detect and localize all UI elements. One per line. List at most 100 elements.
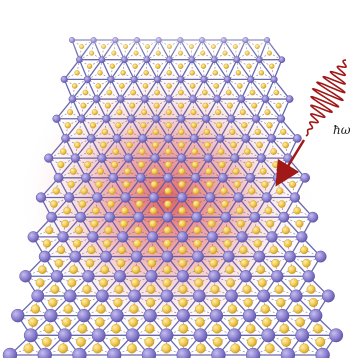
bond bbox=[55, 98, 73, 120]
light-atom bbox=[120, 206, 129, 215]
heavy-atom bbox=[245, 347, 261, 358]
heavy-atom bbox=[321, 289, 335, 303]
light-atom bbox=[95, 317, 105, 327]
heavy-atom bbox=[35, 192, 47, 203]
heavy-atom bbox=[257, 289, 271, 303]
light-atom bbox=[194, 265, 203, 274]
light-atom bbox=[208, 245, 218, 255]
dashed-bond bbox=[30, 334, 47, 343]
heavy-atom bbox=[69, 250, 82, 263]
light-atom bbox=[131, 265, 141, 274]
light-atom bbox=[244, 148, 251, 155]
heavy-atom bbox=[125, 328, 140, 343]
light-atom bbox=[295, 219, 304, 228]
dashed-bond bbox=[199, 289, 216, 297]
light-atom bbox=[276, 297, 286, 308]
light-atom bbox=[108, 187, 116, 195]
dashed-bond bbox=[48, 328, 65, 336]
heavy-atom bbox=[239, 270, 253, 283]
heavy-atom bbox=[135, 172, 146, 183]
dashed-bond bbox=[64, 334, 82, 343]
dashed-bond bbox=[297, 210, 314, 218]
dashed-bond bbox=[30, 328, 49, 336]
light-atom bbox=[148, 245, 157, 255]
light-atom bbox=[281, 226, 290, 235]
light-atom bbox=[245, 323, 256, 334]
light-atom bbox=[236, 219, 245, 228]
light-atom bbox=[192, 187, 200, 195]
heavy-atom bbox=[308, 308, 323, 323]
dashed-bond bbox=[120, 256, 137, 264]
heavy-atom bbox=[189, 134, 199, 143]
dashed-bond bbox=[282, 308, 299, 316]
dashed-bond bbox=[131, 348, 150, 356]
light-atom bbox=[209, 258, 218, 268]
light-atom bbox=[217, 148, 225, 155]
light-atom bbox=[119, 219, 128, 228]
heavy-atom bbox=[63, 289, 77, 303]
light-atom bbox=[215, 109, 222, 116]
dashed-bond bbox=[51, 210, 68, 218]
dashed-bond bbox=[133, 315, 151, 323]
light-atom bbox=[61, 317, 72, 327]
heavy-atom bbox=[315, 347, 330, 358]
light-atom bbox=[50, 200, 58, 208]
heavy-atom bbox=[225, 289, 238, 303]
heavy-atom bbox=[261, 192, 272, 203]
dashed-bond bbox=[33, 229, 50, 238]
light-atom bbox=[300, 245, 309, 255]
light-atom bbox=[228, 317, 239, 327]
light-atom bbox=[253, 239, 262, 248]
dashed-bond bbox=[199, 308, 217, 316]
light-atom bbox=[230, 141, 237, 149]
light-atom bbox=[204, 141, 211, 149]
light-atom bbox=[280, 128, 287, 136]
light-atom bbox=[107, 200, 115, 208]
dashed-bond bbox=[44, 249, 62, 257]
heavy-atom bbox=[192, 289, 206, 303]
heavy-atom bbox=[108, 172, 119, 183]
light-atom bbox=[230, 343, 241, 354]
light-atom bbox=[48, 297, 58, 308]
heavy-atom bbox=[52, 114, 61, 123]
light-atom bbox=[89, 122, 97, 129]
heavy-atom bbox=[92, 95, 101, 103]
heavy-atom bbox=[123, 153, 134, 163]
dashed-bond bbox=[183, 295, 200, 303]
light-atom bbox=[74, 141, 81, 149]
light-atom bbox=[44, 323, 54, 334]
bond bbox=[80, 98, 98, 120]
heavy-atom bbox=[97, 153, 107, 163]
light-atom bbox=[54, 258, 64, 268]
light-atom bbox=[266, 122, 273, 129]
light-atom bbox=[203, 128, 211, 136]
dashed-bond bbox=[166, 328, 184, 336]
dashed-bond bbox=[56, 269, 74, 277]
light-atom bbox=[221, 200, 229, 208]
light-atom bbox=[259, 167, 267, 175]
dashed-bond bbox=[183, 334, 201, 343]
dashed-bond bbox=[265, 308, 283, 316]
heavy-atom bbox=[192, 250, 204, 263]
light-atom bbox=[82, 89, 89, 96]
dashed-bond bbox=[82, 328, 99, 336]
light-atom bbox=[207, 219, 216, 228]
dashed-bond bbox=[242, 236, 258, 244]
dashed-bond bbox=[197, 256, 214, 264]
light-atom bbox=[240, 258, 249, 268]
light-atom bbox=[220, 187, 228, 195]
light-atom bbox=[63, 206, 71, 215]
dashed-bond bbox=[133, 308, 151, 316]
light-atom bbox=[178, 336, 189, 347]
heavy-atom bbox=[284, 250, 296, 263]
dashed-bond bbox=[50, 308, 69, 316]
dashed-bond bbox=[182, 269, 199, 277]
dashed-bond bbox=[217, 334, 235, 343]
heavy-atom bbox=[75, 211, 87, 223]
dashed-bond bbox=[85, 295, 103, 303]
light-atom bbox=[78, 200, 87, 208]
light-atom bbox=[35, 278, 45, 288]
dashed-bond bbox=[151, 269, 168, 277]
dashed-bond bbox=[150, 308, 167, 316]
dashed-bond bbox=[218, 348, 236, 356]
